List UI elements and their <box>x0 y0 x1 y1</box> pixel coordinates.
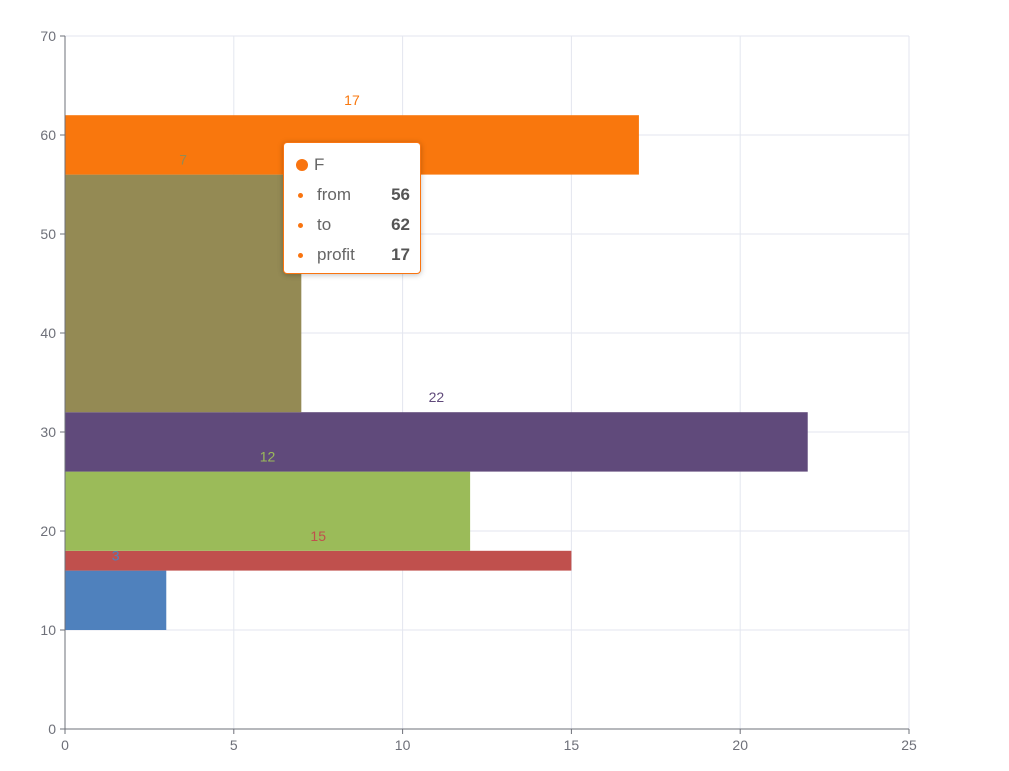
data-label-D: 22 <box>429 389 445 405</box>
tooltip-row-value: 62 <box>391 215 410 234</box>
x-tick-label: 5 <box>230 737 238 753</box>
tooltip-row-from: from 56 <box>298 184 410 206</box>
y-tick-label: 50 <box>40 226 56 242</box>
x-tick-label: 15 <box>564 737 580 753</box>
y-tick-label: 60 <box>40 127 56 143</box>
bar-A[interactable] <box>65 570 167 630</box>
x-tick-label: 10 <box>395 737 411 753</box>
y-tick-label: 20 <box>40 523 56 539</box>
tooltip-bullet-icon <box>298 222 303 228</box>
tooltip-series-marker-icon <box>296 159 308 171</box>
y-tick-label: 30 <box>40 424 56 440</box>
tooltip: F from 56 to 62 profit 17 <box>283 142 421 274</box>
data-label-F: 17 <box>344 92 360 108</box>
y-tick-label: 10 <box>40 622 56 638</box>
tooltip-row-name: to <box>317 215 332 234</box>
tooltip-row-value: 17 <box>391 245 410 264</box>
bar-D[interactable] <box>65 412 808 472</box>
y-tick-label: 40 <box>40 325 56 341</box>
y-tick-label: 70 <box>40 28 56 44</box>
data-label-B: 15 <box>310 528 326 544</box>
bars <box>65 115 808 630</box>
data-label-E: 7 <box>179 152 187 168</box>
bar-B[interactable] <box>65 550 572 571</box>
axes: 0 5 10 15 20 25 0 10 20 30 40 50 60 70 <box>40 28 917 753</box>
tooltip-row-name: from <box>317 185 351 204</box>
bar-C[interactable] <box>65 471 471 551</box>
tooltip-row-to: to 62 <box>298 214 410 236</box>
tooltip-bullet-icon <box>298 252 303 258</box>
x-tick-label: 20 <box>732 737 748 753</box>
bar-E[interactable] <box>65 174 302 413</box>
tooltip-series-name: F <box>314 155 325 174</box>
tooltip-row-value: 56 <box>391 185 410 204</box>
data-labels: 3 15 12 22 7 17 <box>112 92 445 563</box>
tooltip-row-profit: profit 17 <box>298 244 410 266</box>
tooltip-bullet-icon <box>298 192 303 198</box>
x-tick-label: 25 <box>901 737 917 753</box>
tooltip-title: F <box>296 155 324 175</box>
tooltip-row-name: profit <box>317 245 355 264</box>
data-label-C: 12 <box>260 449 276 465</box>
y-tick-label: 0 <box>48 721 56 737</box>
data-label-A: 3 <box>112 548 120 564</box>
x-tick-label: 0 <box>61 737 69 753</box>
